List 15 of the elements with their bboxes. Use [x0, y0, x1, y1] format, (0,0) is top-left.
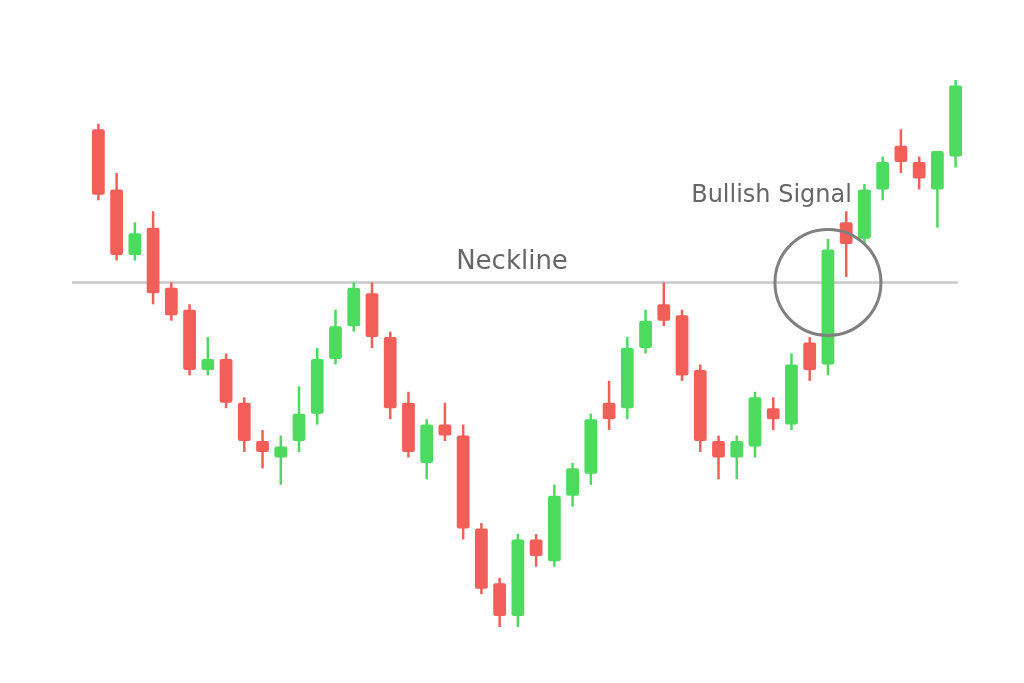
candlestick [766, 396, 780, 432]
candlestick [712, 434, 725, 481]
candlestick [730, 434, 744, 481]
candlestick [274, 434, 288, 487]
candlestick [529, 532, 543, 569]
annotation: Bullish Signal [691, 180, 852, 209]
candlestick [912, 155, 926, 191]
candlestick [256, 428, 269, 470]
candlestick [657, 281, 671, 328]
candlestick [128, 220, 142, 262]
ref-line-label: Neckline [456, 245, 568, 276]
candlestick [201, 335, 215, 377]
candlestick [438, 401, 452, 443]
candlestick [602, 379, 616, 432]
candlestick [894, 127, 908, 175]
